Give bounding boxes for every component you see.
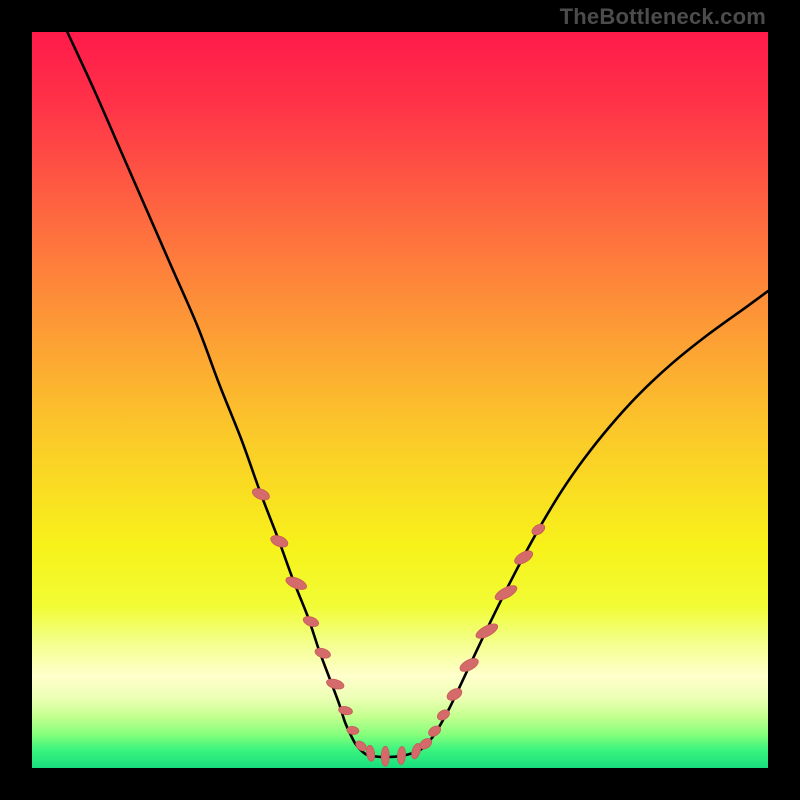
curve-marker	[314, 646, 332, 660]
curve-marker	[493, 583, 519, 603]
curve-marker	[354, 739, 368, 753]
curve-marker	[445, 686, 464, 703]
curve-marker	[512, 548, 534, 567]
curve-marker	[474, 621, 500, 641]
curve-marker	[338, 705, 353, 716]
chart-frame: TheBottleneck.com	[0, 0, 800, 800]
curve-marker	[346, 726, 359, 736]
curve-marker	[458, 656, 480, 674]
curve-marker	[325, 677, 345, 691]
curve-marker	[269, 533, 289, 549]
watermark-label: TheBottleneck.com	[560, 4, 766, 30]
curve-marker	[381, 746, 389, 766]
bottleneck-curve	[67, 32, 768, 757]
curve-marker	[365, 745, 375, 762]
curve-marker	[397, 746, 406, 765]
curve-marker	[251, 486, 271, 502]
curve-marker	[302, 615, 320, 629]
chart-svg	[0, 0, 800, 800]
curve-marker	[530, 522, 547, 537]
